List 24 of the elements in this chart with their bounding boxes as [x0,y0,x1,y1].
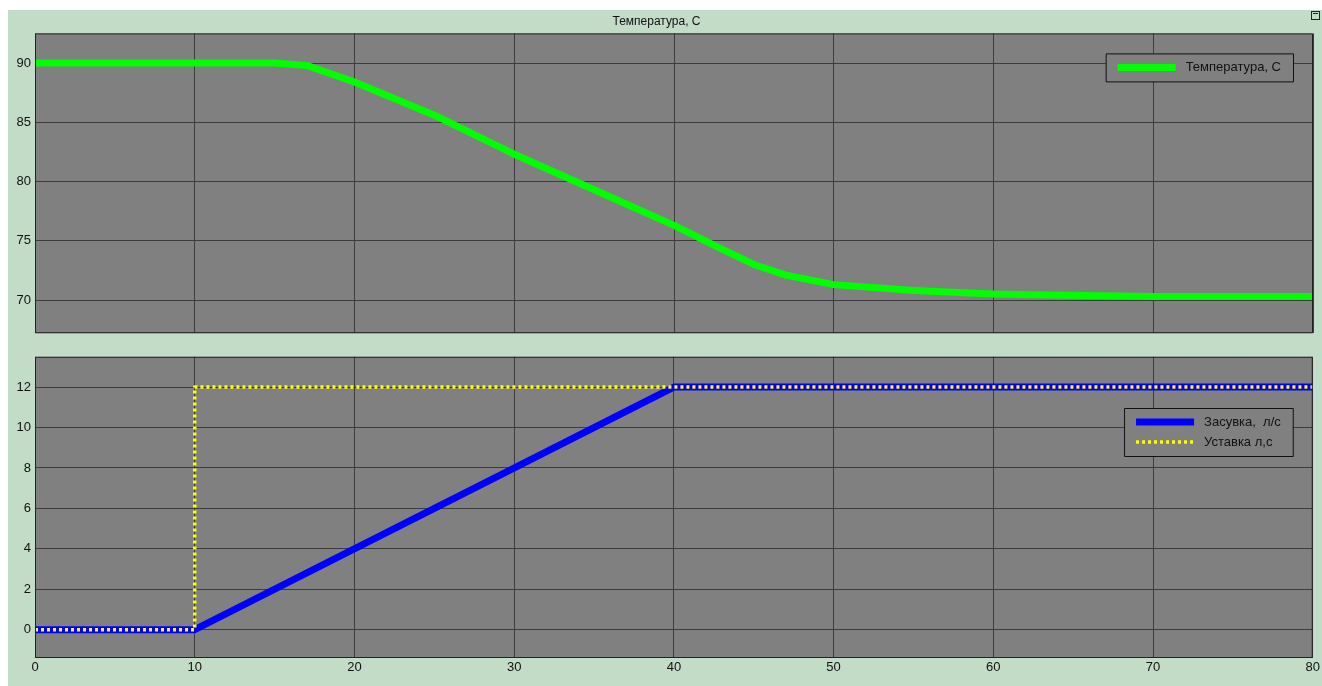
legend-label: Засувка, л/с [1204,413,1282,429]
y-tick-label: 75 [16,232,31,248]
y-tick-label: 8 [23,459,31,475]
y-tick-label: 2 [23,580,31,596]
y-tick-label: 85 [16,113,31,129]
legend-label: Температура, С [1185,58,1282,74]
x-tick-label: 80 [1305,659,1320,675]
y-tick-label: 4 [23,540,31,556]
x-tick-label: 40 [666,659,682,675]
x-tick-label: 50 [826,659,841,675]
x-tick-label: 10 [187,659,202,675]
x-tick-label: 70 [1145,659,1161,675]
x-tick-label: 60 [986,659,1001,675]
y-tick-label: 12 [16,378,31,394]
chart-title: Температура, С [612,13,701,28]
x-tick-label: 30 [506,659,522,675]
y-tick-label: 0 [23,621,31,637]
y-tick-label: 70 [16,291,31,307]
y-tick-label: 90 [16,54,31,70]
y-tick-label: 10 [16,419,31,435]
legend-label: Уставка л,с [1204,433,1273,449]
x-tick-label: 20 [347,659,362,675]
y-tick-label: 6 [23,499,31,515]
y-tick-label: 80 [16,173,31,189]
